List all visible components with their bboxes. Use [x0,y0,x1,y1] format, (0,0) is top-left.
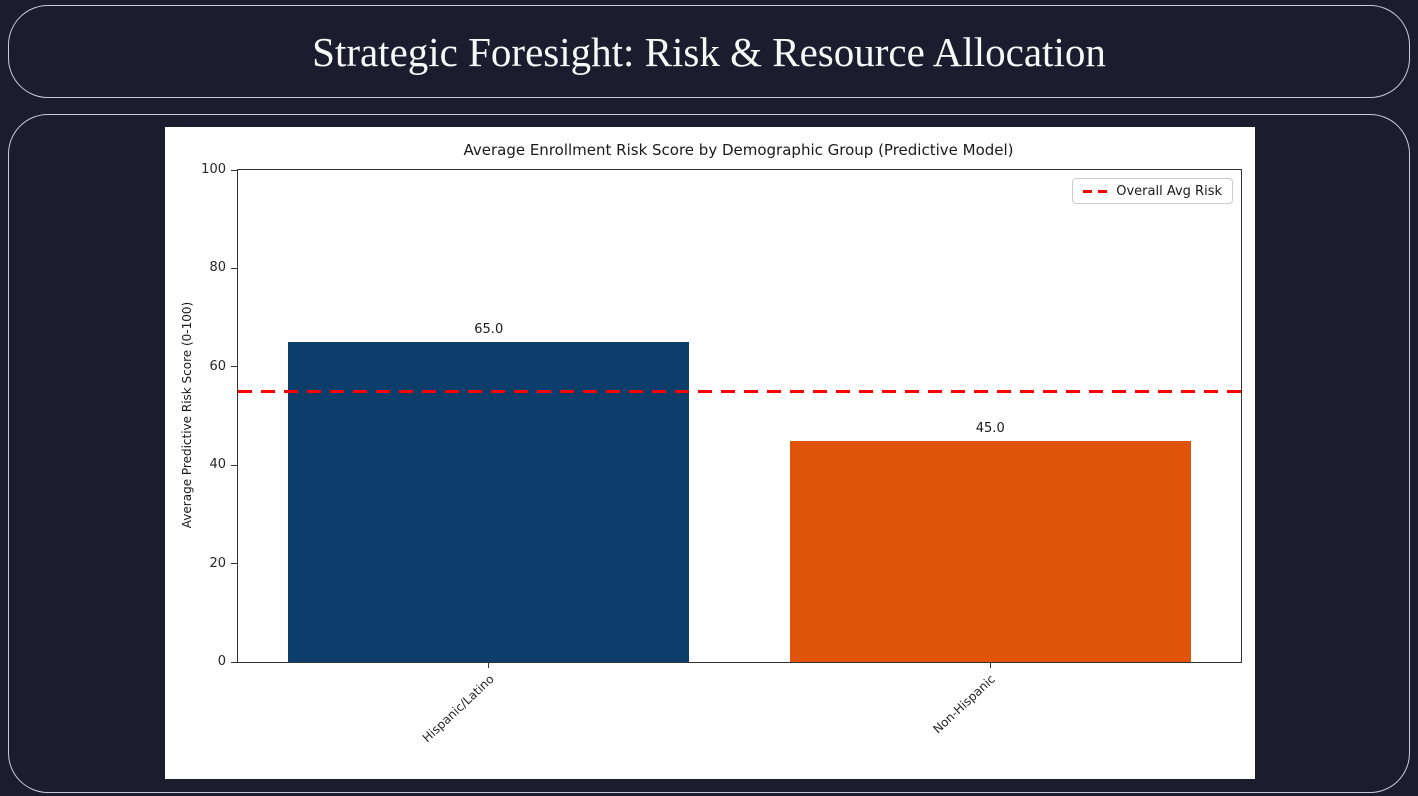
chart-title: Average Enrollment Risk Score by Demogra… [463,141,1014,159]
bar-value-label: 45.0 [975,420,1005,436]
x-category-label: Non-Hispanic [930,672,998,737]
y-tick-label: 60 [209,358,226,374]
page-title: Strategic Foresight: Risk & Resource All… [312,28,1106,75]
y-axis-label: Average Predictive Risk Score (0-100) [180,301,194,529]
chart-figure: Average Enrollment Risk Score by Demogra… [165,127,1255,779]
y-tick-mark [231,169,237,171]
legend-label: Overall Avg Risk [1116,183,1222,199]
y-tick-mark [231,563,237,565]
y-tick-mark [231,366,237,368]
x-tick-mark [989,662,991,668]
y-tick-label: 100 [201,162,226,177]
y-tick-label: 40 [209,457,226,473]
dashed-line-legend-marker [1083,189,1108,193]
x-category-label: Hispanic/Latino [419,672,497,746]
overall-avg-risk-reference-line [238,389,1241,393]
bar [288,342,690,662]
plot-area: Overall Avg Risk 0 20 40 60 80 100 65.0 Hispani… [201,162,1242,745]
bar-value-label: 65.0 [474,322,504,338]
legend: Overall Avg Risk [1072,178,1233,204]
x-tick-mark [488,662,490,668]
y-tick-mark [231,267,237,269]
y-tick-mark [231,661,237,663]
y-tick-label: 0 [217,654,226,669]
y-tick-label: 20 [209,555,226,571]
header-card: Strategic Foresight: Risk & Resource All… [8,5,1410,98]
y-tick-label: 80 [209,260,226,276]
content-card: Average Enrollment Risk Score by Demogra… [8,114,1410,793]
y-tick-mark [231,464,237,466]
bar [789,440,1191,662]
